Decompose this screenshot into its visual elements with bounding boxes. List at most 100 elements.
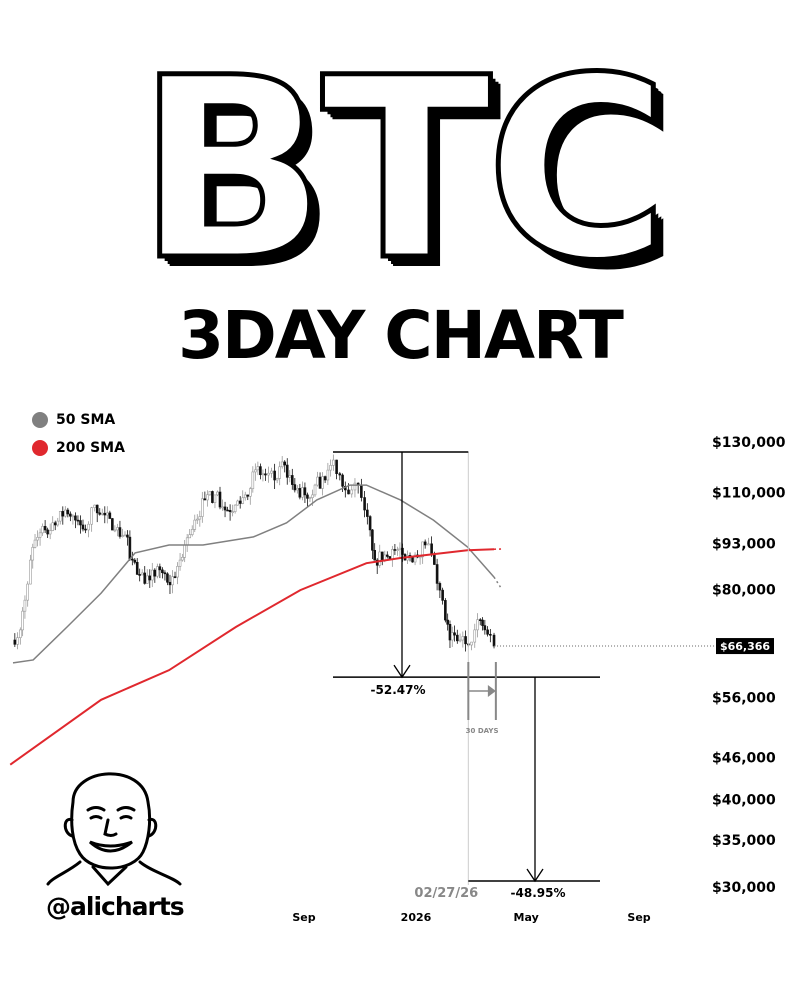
candle (492, 634, 496, 647)
candle (21, 610, 24, 631)
candle (66, 509, 70, 515)
sma200-line (9, 548, 495, 766)
candle (76, 519, 80, 522)
candle (311, 494, 314, 498)
candle (238, 500, 242, 504)
candle (313, 484, 317, 496)
candle (19, 629, 22, 638)
legend-swatch-sma50 (32, 412, 48, 428)
candle (326, 469, 330, 481)
candle (393, 549, 397, 551)
candle (113, 529, 117, 532)
candle (108, 512, 112, 519)
candle (103, 512, 107, 516)
candle (280, 461, 284, 468)
drawdown-label-2: -48.95% (511, 886, 566, 900)
candle (323, 476, 327, 481)
candle (106, 512, 109, 516)
candle (363, 497, 366, 511)
candle (368, 516, 372, 531)
y-tick-label: $56,000 (712, 691, 776, 707)
legend-label-sma200: 200 SMA (56, 440, 125, 456)
chart-subtitle: 3DAY CHART (178, 297, 624, 374)
candle (140, 572, 144, 576)
sma50-line-projection (493, 576, 502, 588)
candle (203, 498, 207, 501)
candle (329, 465, 332, 471)
candle (90, 507, 93, 525)
candle (185, 537, 189, 546)
candle (353, 482, 357, 491)
candle (236, 500, 239, 506)
candle (456, 634, 459, 642)
drawdown-arrow-1-head (393, 664, 411, 679)
candle (69, 513, 72, 517)
candle (195, 518, 199, 521)
candle (221, 506, 224, 509)
candle (29, 559, 32, 585)
sma50-line (12, 484, 495, 664)
candle (243, 494, 247, 499)
candle (143, 572, 147, 584)
candle (421, 541, 424, 558)
candle (341, 474, 344, 487)
candle (151, 569, 154, 581)
candle (398, 547, 402, 550)
duration-arrow-head (487, 685, 496, 697)
y-tick-label: $40,000 (712, 793, 776, 809)
candle (181, 557, 184, 561)
candle (126, 534, 129, 538)
candle (168, 581, 172, 586)
candle (316, 476, 319, 486)
avatar-illustration (46, 772, 182, 887)
candle (458, 639, 462, 642)
candle (288, 475, 292, 478)
candle (360, 484, 363, 498)
candle (321, 476, 324, 489)
candle (145, 575, 149, 584)
candle (190, 529, 194, 535)
candle (163, 572, 167, 575)
candle (95, 504, 99, 514)
candle (166, 573, 169, 583)
candle (306, 494, 309, 499)
candle (161, 569, 164, 574)
y-tick-label: $93,000 (712, 537, 776, 553)
candle (128, 536, 132, 560)
candle (256, 466, 260, 471)
candle (473, 629, 477, 643)
candle (246, 494, 250, 497)
duration-label: 30 DAYS (466, 727, 499, 735)
candle (121, 535, 124, 537)
candle (259, 466, 262, 476)
candle (216, 491, 219, 496)
candle (116, 527, 119, 531)
candle (261, 473, 265, 476)
candle (13, 639, 17, 645)
candle (318, 476, 322, 489)
candle (275, 478, 279, 481)
candle (470, 641, 473, 646)
candle (366, 509, 369, 517)
candle (226, 509, 229, 512)
candle (58, 511, 62, 522)
candle (486, 629, 489, 635)
candle (481, 619, 484, 626)
candle (441, 589, 444, 601)
candle (41, 526, 44, 534)
candle (193, 519, 197, 530)
candle (178, 559, 182, 567)
candle (81, 524, 85, 530)
candle (391, 549, 394, 560)
y-tick-label: $35,000 (712, 833, 776, 849)
candle (153, 569, 157, 577)
candle (332, 459, 335, 466)
candle (100, 512, 104, 515)
candle (278, 466, 281, 479)
candle (223, 506, 227, 511)
candle (211, 491, 214, 503)
candle (303, 487, 307, 496)
candle (135, 562, 139, 575)
candle (301, 487, 304, 498)
candle (188, 534, 192, 539)
